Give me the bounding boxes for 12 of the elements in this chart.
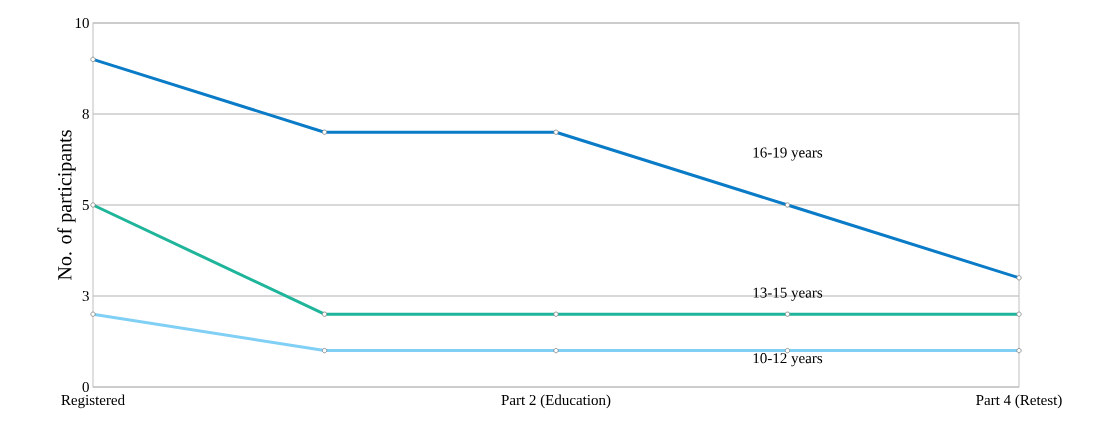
y-tick-label: 10 [75,17,89,29]
series-label: 13-15 years [753,287,823,301]
y-tick-label: 5 [82,200,89,210]
x-tick-label: Part 2 (Education) [501,394,611,409]
series-label: 10-12 years [753,353,823,367]
y-tick-label: 0 [82,381,89,393]
x-tick-label: Part 4 (Retest) [976,394,1062,409]
y-tick-label: 8 [82,108,89,120]
y-axis-title: No. of participants [57,130,76,280]
text: 16-19 years [753,147,823,161]
x-tick-label: Registered [61,394,125,409]
y-tick-label: 3 [82,290,89,302]
